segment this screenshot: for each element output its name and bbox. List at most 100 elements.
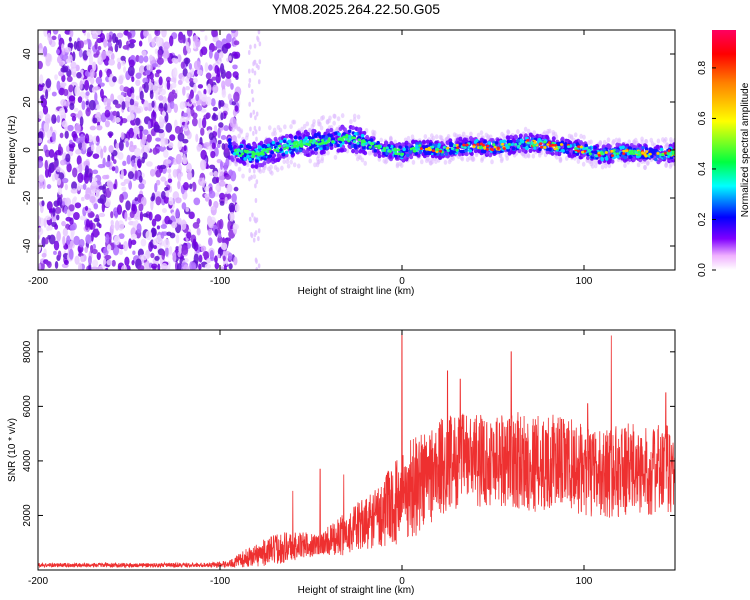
signal-halo (602, 139, 607, 145)
noise-blob (38, 263, 42, 270)
signal-core (353, 132, 358, 136)
noise-blob (43, 30, 49, 37)
signal-halo (443, 159, 448, 165)
noise-blob (255, 267, 259, 270)
noise-blob (192, 221, 200, 229)
noise-blob (88, 212, 95, 218)
signal-band (485, 150, 490, 156)
noise-blob (78, 40, 84, 49)
noise-blob (53, 250, 57, 255)
signal-core (644, 147, 649, 151)
noise-blob (38, 244, 41, 254)
noise-blob (232, 71, 239, 78)
signal-halo (439, 135, 444, 141)
noise-blob (69, 102, 75, 111)
signal-peak (671, 149, 675, 153)
noise-blob (111, 166, 116, 172)
noise-blob (186, 171, 193, 181)
noise-blob (107, 154, 111, 163)
noise-blob (210, 98, 216, 107)
signal-peak (256, 152, 260, 156)
noise-blob (128, 59, 135, 68)
signal-halo (499, 158, 504, 164)
signal-halo (349, 119, 353, 125)
noise-blob (137, 160, 142, 169)
signal-halo (664, 162, 668, 168)
noise-blob (168, 245, 173, 255)
noise-blob (68, 248, 74, 260)
noise-blob (56, 166, 61, 173)
signal-halo (326, 150, 330, 156)
noise-blob (168, 142, 174, 149)
noise-blob (56, 214, 60, 221)
noise-blob (208, 190, 216, 199)
signal-core (516, 138, 520, 143)
signal-core (270, 150, 274, 155)
noise-blob (82, 183, 87, 190)
noise-blob (203, 88, 207, 95)
noise-blob (137, 264, 145, 270)
noise-blob (206, 83, 212, 95)
noise-blob (138, 40, 143, 47)
noise-blob (102, 184, 107, 195)
signal-peak (435, 150, 439, 154)
signal-core (615, 154, 620, 159)
signal-peak (492, 143, 496, 147)
noise-blob (253, 59, 257, 65)
signal-halo (594, 159, 599, 165)
noise-blob (117, 94, 124, 101)
signal-band (252, 142, 257, 148)
signal-peak (438, 149, 443, 153)
signal-peak (374, 144, 378, 148)
noise-blob (200, 127, 205, 136)
noise-blob (96, 38, 103, 44)
noise-blob (81, 100, 86, 111)
noise-blob (132, 250, 136, 255)
signal-core (464, 148, 468, 153)
noise-blob (68, 36, 72, 42)
noise-blob (138, 125, 144, 133)
signal-core (331, 137, 335, 141)
noise-blob (182, 67, 188, 77)
noise-blob (139, 90, 144, 101)
noise-blob (185, 41, 190, 52)
signal-halo (310, 123, 315, 129)
noise-blob (175, 153, 182, 165)
noise-blob (104, 267, 109, 270)
noise-blob (114, 117, 121, 123)
signal-peak (385, 146, 389, 150)
y-tick-label: 40 (22, 48, 33, 60)
signal-halo (664, 137, 668, 143)
noise-blob (106, 102, 111, 108)
noise-blob (103, 38, 108, 48)
noise-blob (155, 36, 163, 47)
signal-core (650, 154, 654, 159)
noise-blob (206, 112, 211, 119)
noise-blob (150, 199, 154, 211)
signal-peak (248, 150, 252, 154)
signal-band (400, 142, 405, 147)
noise-blob (223, 125, 230, 132)
noise-blob (139, 129, 143, 140)
signal-halo (319, 125, 324, 131)
noise-blob (79, 215, 87, 221)
noise-blob (103, 145, 107, 153)
noise-blob (120, 182, 126, 187)
noise-blob (216, 67, 221, 78)
signal-core (591, 153, 595, 157)
signal-peak (296, 144, 300, 148)
signal-core (327, 133, 331, 137)
signal-peak (266, 147, 270, 151)
noise-blob (252, 109, 256, 115)
signal-core (369, 138, 374, 142)
noise-blob (217, 235, 223, 244)
signal-halo (271, 131, 275, 137)
noise-blob (253, 70, 257, 76)
signal-halo (352, 113, 357, 119)
noise-blob (54, 224, 59, 230)
signal-peak (540, 145, 544, 149)
noise-blob (214, 228, 218, 236)
signal-halo (313, 162, 317, 168)
noise-blob (177, 172, 182, 183)
noise-blob (129, 140, 134, 147)
